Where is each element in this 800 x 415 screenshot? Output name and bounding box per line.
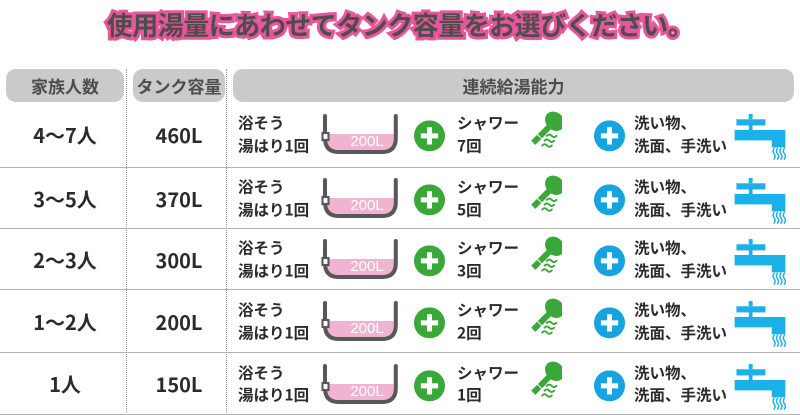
svg-text:200L: 200L bbox=[350, 133, 383, 150]
svg-text:200L: 200L bbox=[350, 258, 383, 275]
svg-text:200L: 200L bbox=[350, 383, 383, 400]
svg-text:200L: 200L bbox=[350, 320, 383, 337]
svg-text:200L: 200L bbox=[350, 197, 383, 214]
